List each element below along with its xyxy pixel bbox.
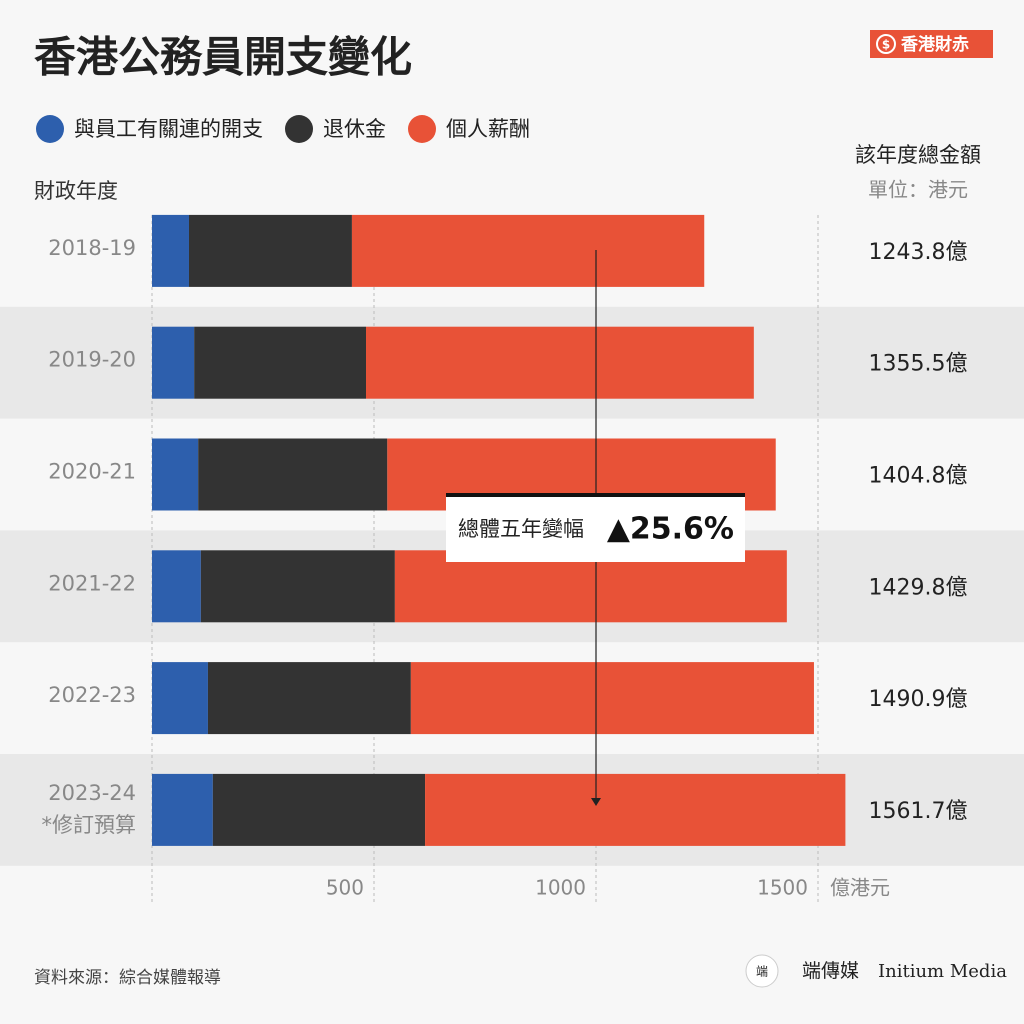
logo: 端傳媒 bbox=[802, 960, 859, 982]
annotation-label: 總體五年變幅 bbox=[458, 517, 584, 541]
bar-segment bbox=[425, 773, 846, 846]
legend-swatch bbox=[285, 115, 313, 143]
bar-segment bbox=[152, 214, 189, 287]
legend-swatch bbox=[36, 115, 64, 143]
bar-segment bbox=[152, 550, 201, 623]
bar-segment bbox=[200, 550, 395, 623]
y-tick-label: 2022-23 bbox=[48, 683, 136, 707]
legend-label: 與員工有關連的開支 bbox=[74, 117, 263, 141]
y-tick-label: 2021-22 bbox=[48, 571, 136, 595]
bar-segment bbox=[351, 214, 705, 287]
x-tick-label: 1500 bbox=[757, 876, 808, 900]
y-tick-label: 2018-19 bbox=[48, 236, 136, 260]
brand-icon bbox=[876, 34, 896, 54]
annotation-value: ▲25.6% bbox=[607, 512, 734, 547]
bar-segment bbox=[366, 326, 754, 399]
logo-en: Initium Media bbox=[878, 961, 1007, 982]
category-note: *修訂預算 bbox=[42, 813, 137, 837]
brand-icon-glyph: $ bbox=[882, 38, 890, 52]
total-label: 1243.8億 bbox=[869, 240, 968, 265]
x-axis-label: 億港元 bbox=[830, 876, 890, 900]
x-tick-label: 1000 bbox=[535, 876, 586, 900]
annotation-border bbox=[446, 493, 745, 497]
total-label: 1561.7億 bbox=[869, 799, 968, 824]
bar-segment bbox=[152, 438, 199, 511]
source: 資料來源：綜合媒體報導 bbox=[34, 968, 221, 988]
bar-segment bbox=[394, 550, 787, 623]
bar-segment bbox=[194, 326, 367, 399]
total-label: 1404.8億 bbox=[869, 464, 968, 489]
y-tick-label: 2020-21 bbox=[48, 460, 136, 484]
bar-segment bbox=[188, 214, 352, 287]
total-label: 1429.8億 bbox=[869, 575, 968, 600]
bar-segment bbox=[410, 662, 814, 735]
total-label: 1355.5億 bbox=[869, 352, 968, 377]
unit-note: 單位：港元 bbox=[868, 178, 968, 202]
bar-segment bbox=[212, 773, 426, 846]
brand-box bbox=[870, 30, 993, 58]
legend-label: 個人薪酬 bbox=[446, 117, 530, 141]
total-label: 1490.9億 bbox=[869, 687, 968, 712]
y-tick-label: 2019-20 bbox=[48, 348, 136, 372]
y-axis-label: 財政年度 bbox=[34, 179, 118, 203]
bar-segment bbox=[207, 662, 411, 735]
bar-segment bbox=[152, 662, 208, 735]
brand: 香港財赤 bbox=[901, 34, 969, 55]
bar-segment bbox=[152, 326, 195, 399]
legend-swatch bbox=[408, 115, 436, 143]
x-tick-label: 500 bbox=[326, 876, 364, 900]
logo-glyph: 端 bbox=[756, 965, 768, 979]
y-tick-label: 2023-24 bbox=[48, 781, 136, 805]
legend-label: 退休金 bbox=[323, 117, 386, 141]
chart-title: 香港公務員開支變化 bbox=[34, 33, 412, 82]
total-header: 該年度總金額 bbox=[855, 143, 981, 167]
logo-icon bbox=[745, 954, 779, 988]
bar-segment bbox=[198, 438, 388, 511]
bar-segment bbox=[152, 773, 213, 846]
change-arrow-head bbox=[591, 798, 601, 806]
annotation-box bbox=[446, 493, 745, 562]
